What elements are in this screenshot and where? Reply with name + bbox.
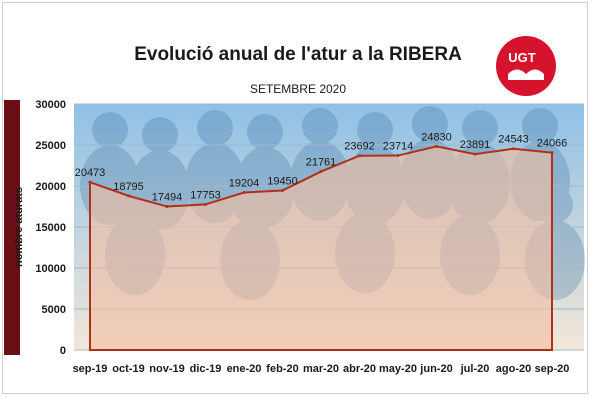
data-point [242,191,246,195]
x-tick-label: mar-20 [303,363,339,375]
x-tick-label: ago-20 [496,363,531,375]
y-tick-label: 25000 [35,140,66,152]
data-point [435,144,438,148]
x-tick-label: jul-20 [460,363,490,375]
crowd-head-0 [92,112,128,148]
y-tick-label: 30000 [35,99,66,111]
x-tick-label: feb-20 [266,363,298,375]
data-label: 24543 [498,134,529,146]
x-tick-label: sep-20 [535,363,570,375]
data-point [550,151,554,155]
data-label: 23891 [460,139,491,151]
crowd-head-6 [412,106,448,142]
area-series [88,144,554,351]
crowd-head-4 [302,108,338,144]
x-axis-ticks: sep-19 oct-19 nov-19 dic-19 ene-20 feb-20 mar-… [73,363,570,375]
data-label: 19450 [267,176,298,188]
data-point [319,170,323,174]
data-point [358,154,361,158]
x-tick-label: dic-19 [190,363,222,375]
data-label: 17753 [190,189,221,201]
data-label: 24066 [537,138,568,150]
area-series-path [89,145,553,351]
data-point [165,205,169,209]
chart-title: Evolució anual de l'atur a la RIBERA [134,44,462,65]
left-decor-bar [4,100,20,355]
data-point [473,152,477,156]
data-point [396,154,400,158]
data-point [281,189,284,193]
crowd-head-2 [197,110,233,146]
crowd-head-8 [522,108,558,144]
data-labels: 20473 18795 17494 17753 19204 19450 21761 23692… [75,131,568,203]
data-label: 21761 [306,157,337,169]
y-tick-label: 20000 [35,181,66,193]
crowd-head-7 [462,110,498,146]
x-tick-label: ene-20 [227,363,262,375]
crowd-head-1 [142,117,178,153]
data-label: 23714 [383,141,414,153]
y-tick-label: 0 [60,345,66,357]
handshake-icon [508,69,544,80]
y-axis-ticks: 0 5000 10000 15000 20000 25000 30000 [35,99,66,357]
x-tick-label: jun-20 [419,363,452,375]
data-label: 18795 [113,181,144,193]
y-tick-label: 5000 [42,304,66,316]
y-tick-label: 10000 [35,263,66,275]
logo-circle [496,36,556,96]
data-point [88,180,92,184]
ugt-logo: UGT [496,36,556,96]
x-tick-label: nov-19 [149,363,184,375]
x-tick-label: oct-19 [112,363,144,375]
data-label: 23692 [344,141,375,153]
data-point [204,202,207,206]
data-label: 19204 [229,178,260,190]
chart-subtitle: SETEMBRE 2020 [250,82,346,96]
data-label: 17494 [152,192,183,204]
x-tick-label: abr-20 [343,363,376,375]
y-axis-label: nombre aturats [13,187,25,267]
logo-text: UGT [508,50,536,65]
crowd-head-5 [357,112,393,148]
y-tick-label: 15000 [35,222,66,234]
data-label: 20473 [75,167,106,179]
data-point [127,194,130,198]
x-tick-label: may-20 [379,363,417,375]
data-point [512,147,515,151]
x-tick-label: sep-19 [73,363,108,375]
data-label: 24830 [421,131,452,143]
crowd-head-3 [247,114,283,150]
